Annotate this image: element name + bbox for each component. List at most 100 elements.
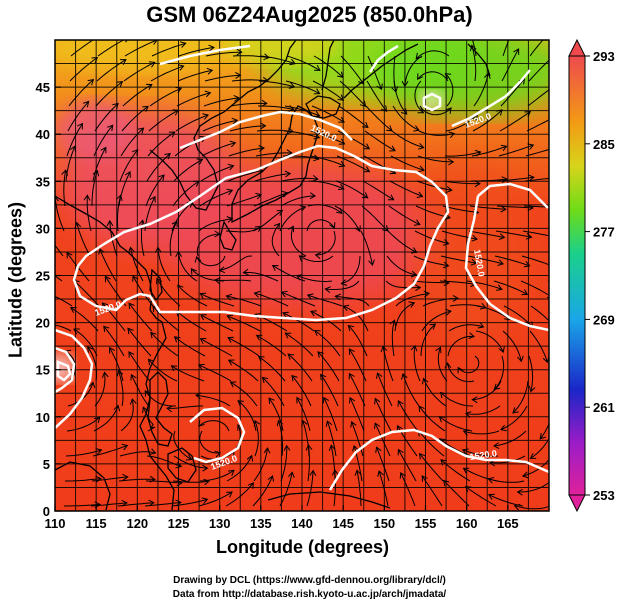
streamline-arrowhead	[464, 411, 472, 418]
streamline	[423, 378, 447, 407]
streamline	[522, 230, 549, 237]
streamline-arrowhead	[83, 194, 91, 201]
streamline-arrowhead	[462, 429, 470, 436]
streamline-arrowhead	[338, 116, 345, 123]
streamline-arrowhead	[107, 124, 114, 132]
streamline	[414, 230, 449, 245]
streamline	[440, 255, 477, 264]
streamline-arrowhead	[448, 131, 456, 139]
streamline-arrowhead	[93, 416, 101, 424]
streamline-arrowhead	[94, 501, 101, 509]
streamline	[226, 295, 262, 307]
x-tick-label: 150	[373, 516, 395, 531]
streamline-arrowhead	[497, 259, 505, 266]
streamline-arrowhead	[498, 233, 506, 240]
credit-drawing: Drawing by DCL (https://www.gfd-dennou.o…	[173, 575, 446, 586]
contour-west-low	[55, 328, 94, 429]
colorbar-tick-label: 285	[593, 137, 615, 152]
streamline	[285, 80, 320, 95]
streamline-arrowhead	[305, 444, 313, 451]
streamline-arrowhead	[516, 488, 523, 496]
streamline	[73, 279, 100, 307]
streamline	[281, 291, 316, 307]
streamline	[286, 55, 321, 71]
streamline	[196, 233, 220, 257]
streamline	[55, 275, 63, 282]
y-tick-label: 40	[36, 127, 50, 142]
streamline	[254, 292, 289, 307]
streamline-arrowhead	[199, 314, 207, 321]
streamline-arrowhead	[389, 319, 397, 327]
streamline-arrowhead	[227, 359, 235, 366]
streamline	[348, 373, 366, 407]
streamline-arrowhead	[61, 169, 69, 176]
streamline-arrowhead	[448, 158, 455, 166]
streamline	[439, 416, 473, 432]
streamline	[472, 109, 503, 132]
streamline	[199, 430, 221, 454]
streamline-arrowhead	[521, 471, 529, 479]
streamline	[416, 180, 452, 191]
streamline	[476, 305, 511, 320]
streamline-arrowhead	[329, 222, 336, 229]
streamline-arrowhead	[206, 67, 214, 75]
streamline-arrowhead	[442, 239, 450, 246]
streamline	[99, 248, 117, 282]
streamline-arrowhead	[553, 114, 559, 119]
streamline-arrowhead	[66, 251, 73, 259]
streamline-arrowhead	[414, 284, 422, 292]
streamline-arrowhead	[138, 219, 146, 226]
streamline-arrowhead	[255, 192, 263, 200]
streamline-arrowhead	[92, 169, 100, 177]
contour-ne-high	[368, 44, 399, 73]
streamline-arrowhead	[376, 83, 383, 91]
y-axis-label: Latitude (degrees)	[5, 201, 26, 359]
streamline	[146, 455, 182, 467]
streamline-arrowhead	[82, 100, 90, 108]
streamline-arrowhead	[242, 268, 249, 276]
streamline	[439, 280, 476, 286]
streamline-arrowhead	[347, 324, 355, 332]
streamline-arrowhead	[469, 44, 477, 52]
streamline	[494, 255, 530, 267]
streamline-arrowhead	[112, 102, 119, 110]
streamline-arrowhead	[440, 391, 447, 399]
streamline	[55, 324, 72, 332]
streamline	[254, 420, 259, 457]
streamline	[356, 470, 362, 507]
streamline-arrowhead	[201, 497, 209, 505]
streamline	[256, 334, 287, 357]
y-tick-label: 10	[36, 410, 50, 425]
streamline-arrowhead	[198, 420, 205, 427]
coast-hokkaido	[305, 95, 341, 119]
streamline	[175, 114, 209, 132]
streamline	[490, 455, 526, 464]
streamline	[95, 81, 123, 107]
streamline-arrowhead	[521, 289, 529, 296]
streamline-arrowhead	[87, 78, 95, 86]
streamline-arrowhead	[149, 195, 156, 203]
streamline-arrowhead	[124, 171, 131, 178]
streamline	[279, 472, 293, 507]
streamline	[94, 372, 106, 407]
streamline	[471, 145, 507, 157]
coast-kamchatka	[467, 43, 491, 77]
streamline-arrowhead	[527, 143, 535, 150]
streamline	[443, 480, 470, 507]
streamline-arrowhead	[417, 73, 424, 81]
streamline	[488, 478, 525, 483]
contour-ne-center	[422, 92, 442, 112]
streamline	[229, 125, 266, 132]
streamline	[462, 449, 499, 457]
streamline	[374, 398, 392, 432]
streamline	[457, 355, 480, 374]
streamline	[150, 65, 184, 82]
streamline-arrowhead	[284, 170, 292, 178]
streamline-arrowhead	[176, 479, 183, 487]
streamline	[314, 330, 341, 357]
streamline	[252, 209, 283, 232]
streamline-arrowhead	[338, 138, 346, 145]
streamline	[174, 336, 206, 357]
x-tick-label: 125	[168, 516, 190, 531]
